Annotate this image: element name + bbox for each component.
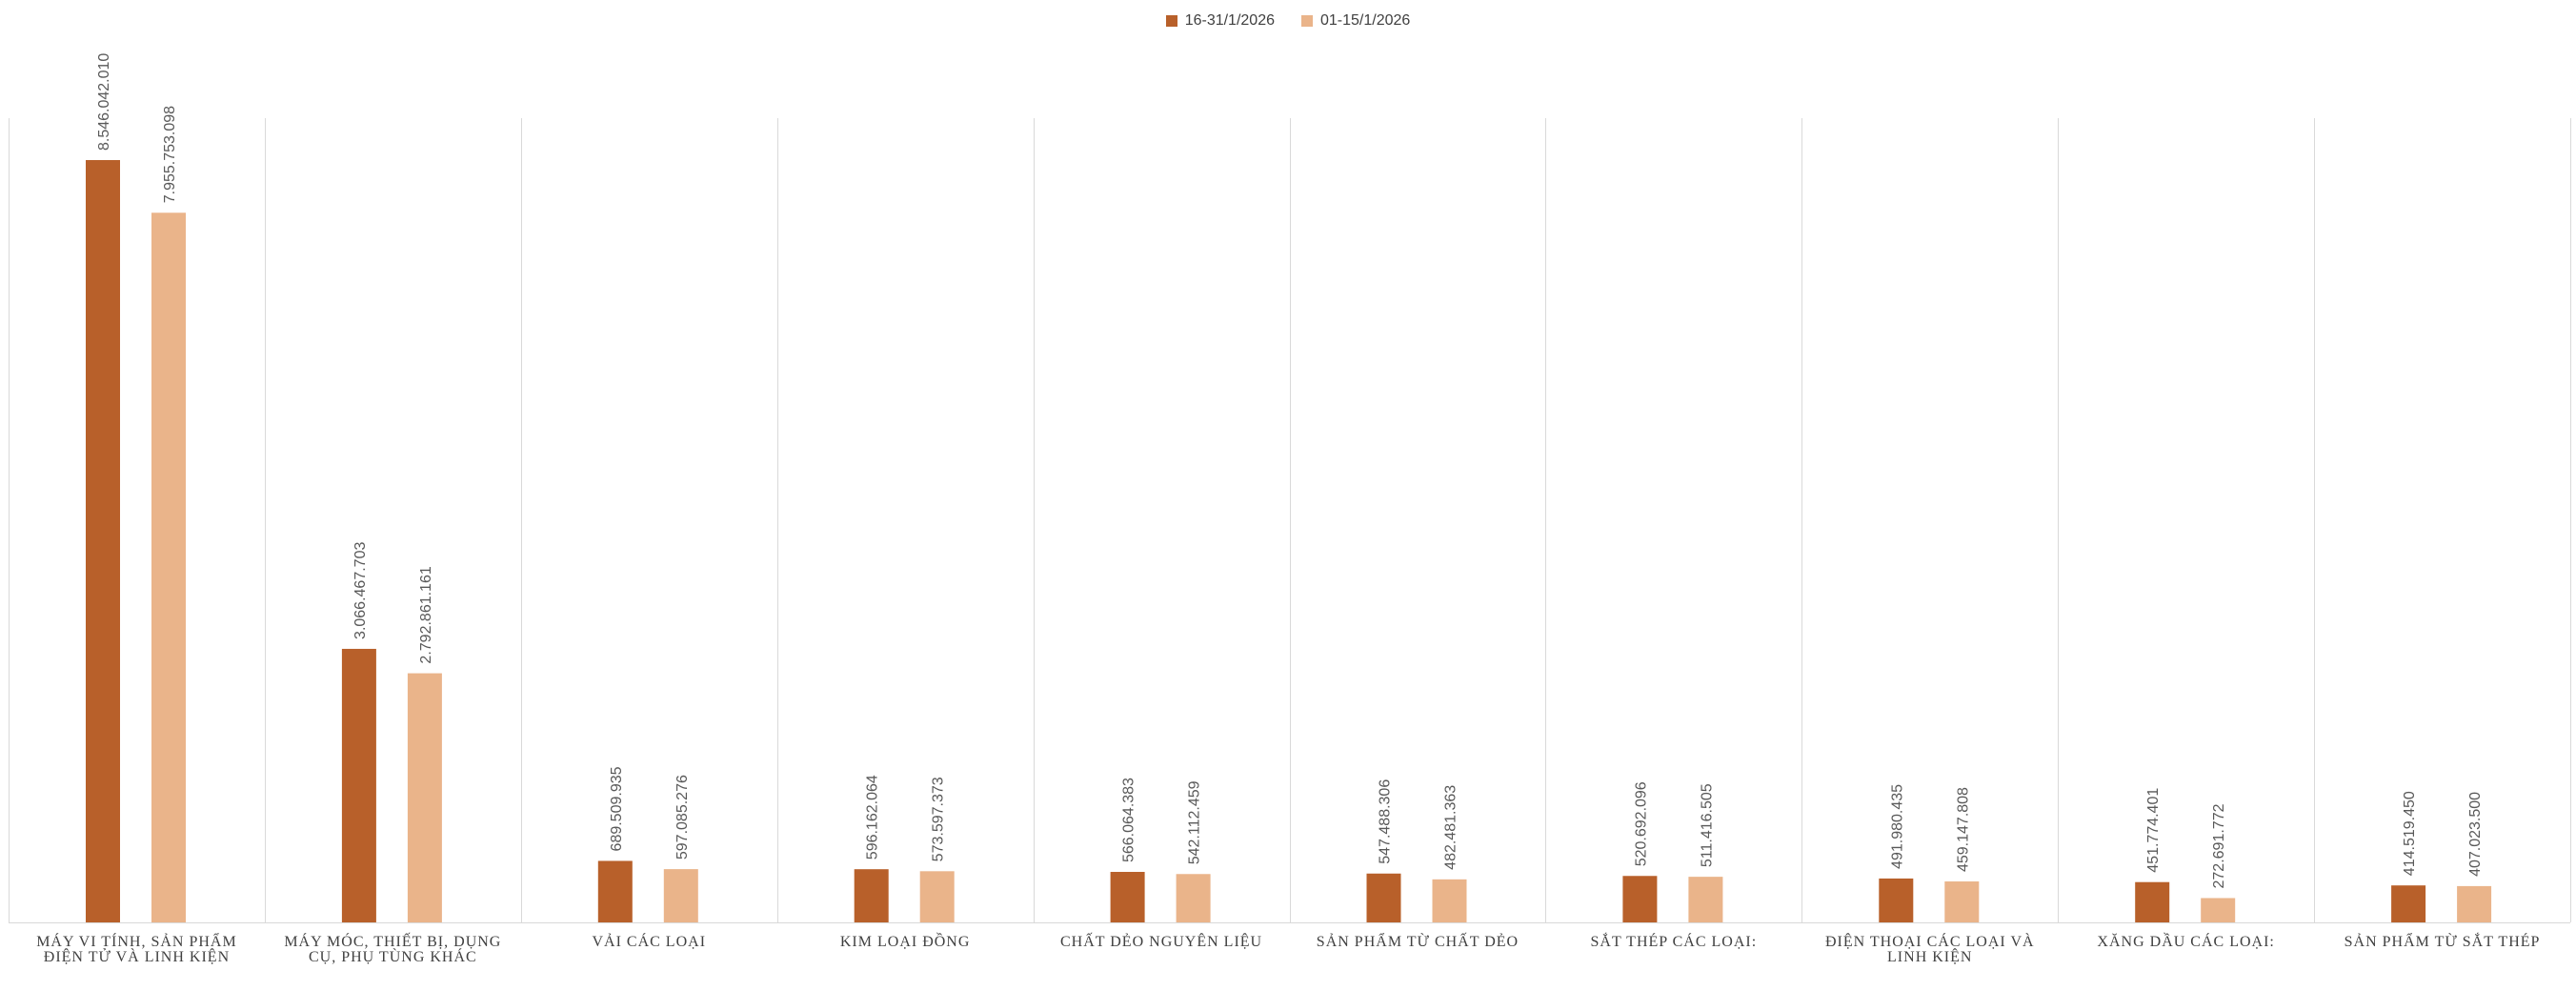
category-label-3: VẢI CÁC LOẠI — [592, 932, 706, 950]
bar-series-2-cat-10 — [2457, 885, 2492, 922]
value-label-series-1-cat-2: 3.066.467.703 — [352, 542, 369, 639]
value-label-series-1-cat-9: 451.774.401 — [2145, 788, 2162, 873]
value-label-series-2-cat-2: 2.792.861.161 — [418, 566, 434, 663]
value-label-series-1-cat-10: 414.519.450 — [2402, 791, 2418, 876]
value-label-series-1-cat-7: 520.692.096 — [1633, 781, 1649, 866]
value-label-series-2-cat-8: 459.147.808 — [1955, 787, 1971, 872]
category-label-2: MÁY MÓC, THIẾT BỊ, DỤNG CỤ, PHỤ TÙNG KHÁC — [284, 932, 501, 965]
value-label-series-2-cat-9: 272.691.772 — [2211, 803, 2227, 888]
bar-series-2-cat-7 — [1688, 877, 1723, 922]
bar-series-2-cat-3 — [663, 869, 698, 922]
category-label-8: ĐIỆN THOẠI CÁC LOẠI VÀ LINH KIỆN — [1825, 932, 2035, 965]
value-label-series-1-cat-3: 689.509.935 — [609, 766, 625, 851]
value-label-series-1-cat-5: 566.064.383 — [1121, 778, 1137, 862]
value-label-series-1-cat-6: 547.488.306 — [1378, 779, 1394, 864]
legend-swatch-series-1 — [1165, 15, 1177, 27]
legend-label-series-1: 16-31/1/2026 — [1184, 12, 1275, 29]
value-label-series-2-cat-6: 482.481.363 — [1443, 785, 1459, 870]
value-label-series-2-cat-4: 573.597.373 — [931, 777, 947, 861]
bar-series-2-cat-2 — [407, 673, 442, 922]
value-label-series-2-cat-1: 7.955.753.098 — [162, 106, 178, 203]
bar-series-2-cat-9 — [2201, 898, 2236, 922]
bar-series-1-cat-2 — [341, 648, 376, 922]
value-label-series-2-cat-7: 511.416.505 — [1699, 783, 1715, 867]
bar-series-1-cat-9 — [2135, 881, 2170, 922]
bar-series-1-cat-10 — [2391, 885, 2426, 922]
bar-series-1-cat-1 — [86, 160, 120, 922]
bar-series-1-cat-7 — [1622, 876, 1658, 922]
bar-series-1-cat-5 — [1110, 872, 1145, 922]
value-label-series-1-cat-8: 491.980.435 — [1889, 784, 1905, 869]
bar-series-2-cat-5 — [1176, 874, 1211, 922]
value-label-series-2-cat-3: 597.085.276 — [674, 775, 691, 860]
category-label-10: SẢN PHẨM TỪ SẮT THÉP — [2345, 932, 2541, 950]
chart-legend: 16-31/1/2026 01-15/1/2026 — [0, 10, 2576, 32]
category-label-4: KIM LOẠI ĐỒNG — [840, 932, 971, 950]
bar-series-2-cat-8 — [1944, 881, 1980, 922]
bar-series-1-cat-8 — [1879, 878, 1914, 922]
legend-item-series-2: 01-15/1/2026 — [1301, 12, 1410, 30]
bar-series-2-cat-6 — [1432, 879, 1467, 922]
bar-series-1-cat-4 — [854, 869, 889, 922]
category-label-7: SẮT THÉP CÁC LOẠI: — [1591, 932, 1758, 950]
bar-series-2-cat-4 — [919, 871, 955, 922]
category-label-5: CHẤT DẺO NGUYÊN LIỆU — [1060, 932, 1262, 950]
value-label-series-1-cat-1: 8.546.042.010 — [96, 53, 112, 151]
category-label-6: SẢN PHẨM TỪ CHẤT DẺO — [1317, 932, 1519, 950]
category-label-1: MÁY VI TÍNH, SẢN PHẨM ĐIỆN TỬ VÀ LINH KIỆ… — [36, 932, 237, 965]
bar-series-1-cat-6 — [1366, 873, 1401, 922]
legend-item-series-1: 16-31/1/2026 — [1165, 12, 1275, 30]
bar-series-1-cat-3 — [597, 860, 633, 922]
category-label-9: XĂNG DẦU CÁC LOẠI: — [2097, 932, 2274, 950]
value-label-series-2-cat-10: 407.023.500 — [2467, 792, 2484, 877]
value-label-series-2-cat-5: 542.112.459 — [1187, 780, 1203, 864]
value-label-series-1-cat-4: 596.162.064 — [865, 775, 881, 860]
bar-series-2-cat-1 — [151, 212, 186, 922]
legend-label-series-2: 01-15/1/2026 — [1320, 12, 1411, 29]
legend-swatch-series-2 — [1301, 15, 1313, 27]
